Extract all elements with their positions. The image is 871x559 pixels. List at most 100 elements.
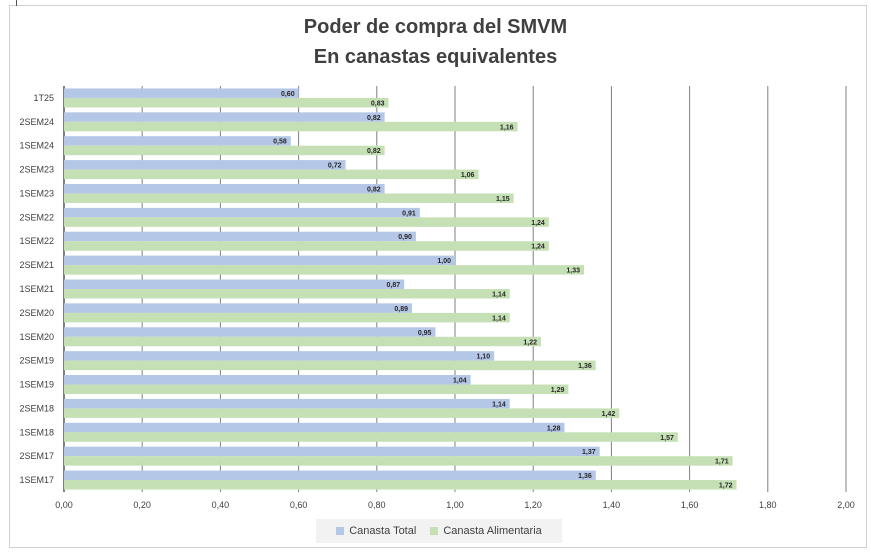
- bar: [64, 169, 479, 180]
- data-label: 1,00: [437, 258, 451, 265]
- x-tick-label: 1,80: [759, 500, 777, 510]
- data-label: 1,14: [492, 401, 506, 408]
- data-label: 0,89: [394, 306, 408, 313]
- data-label: 1,04: [453, 378, 467, 385]
- data-label: 1,06: [461, 172, 475, 179]
- y-tick-label: 1SEM17: [19, 475, 54, 485]
- x-tick-label: 1,20: [524, 500, 542, 510]
- bar: [64, 289, 510, 299]
- bar: [64, 112, 385, 122]
- bar: [64, 375, 471, 385]
- data-label: 1,72: [719, 483, 733, 490]
- legend: Canasta Total Canasta Alimentaria: [316, 519, 562, 543]
- data-label: 0,95: [418, 330, 432, 337]
- data-label: 1,36: [578, 363, 592, 370]
- data-label: 1,57: [660, 435, 674, 442]
- legend-item-total: Canasta Total: [336, 525, 416, 537]
- bar: [64, 360, 596, 371]
- y-tick-label: 2SEM19: [19, 356, 54, 366]
- data-label: 1,24: [531, 220, 545, 227]
- data-label: 1,10: [476, 354, 490, 361]
- bar: [64, 303, 412, 313]
- data-label: 1,42: [602, 411, 616, 418]
- data-label: 1,28: [547, 425, 561, 432]
- data-label: 1,29: [551, 387, 565, 394]
- y-tick-label: 1SEM22: [19, 236, 54, 246]
- y-tick-label: 2SEM18: [19, 403, 54, 413]
- data-label: 0,82: [367, 148, 381, 155]
- x-tick-label: 1,40: [603, 500, 621, 510]
- bar: [64, 231, 416, 242]
- bar: [64, 446, 600, 457]
- bar: [64, 336, 542, 347]
- y-tick-label: 1SEM23: [19, 188, 54, 198]
- bar: [64, 480, 737, 490]
- x-tick-label: 0,40: [212, 500, 230, 510]
- bar: [64, 207, 420, 218]
- y-tick-label: 2SEM22: [19, 212, 54, 222]
- data-label: 0,58: [273, 139, 287, 146]
- data-label: 1,36: [578, 473, 592, 480]
- legend-label-total: Canasta Total: [349, 525, 417, 537]
- bar: [64, 351, 495, 361]
- data-label: 1,24: [531, 244, 545, 251]
- data-label: 0,82: [367, 115, 381, 122]
- data-label: 1,14: [492, 315, 506, 322]
- data-label: 0,60: [281, 91, 295, 98]
- y-tick-label: 1SEM24: [19, 141, 54, 151]
- data-label: 1,33: [566, 268, 580, 275]
- bar: [64, 255, 455, 266]
- data-label: 0,87: [387, 282, 401, 289]
- x-tick-label: 2,00: [837, 500, 855, 510]
- legend-swatch-total: [336, 527, 345, 535]
- bar: [64, 241, 549, 251]
- bar: [64, 193, 514, 203]
- data-label: 0,83: [371, 100, 385, 107]
- bar: [64, 145, 385, 156]
- bar: [64, 312, 510, 323]
- y-tick-label: 1SEM19: [19, 380, 54, 390]
- y-tick-label: 1SEM20: [19, 332, 54, 342]
- chart-subtitle: En canastas equivalentes: [313, 46, 558, 68]
- data-label: 1,15: [496, 196, 510, 203]
- y-tick-label: 1SEM18: [19, 427, 54, 437]
- x-tick-label: 0,20: [133, 500, 151, 510]
- data-label: 0,91: [402, 210, 416, 217]
- y-tick-label: 2SEM17: [19, 451, 54, 461]
- data-label: 1,71: [715, 459, 729, 466]
- y-tick-label: 2SEM21: [19, 260, 54, 270]
- chart-title: Poder de compra del SMVM: [303, 16, 568, 38]
- data-label: 0,90: [398, 234, 412, 241]
- legend-label-alimentaria: Canasta Alimentaria: [443, 525, 542, 537]
- y-tick-label: 1T25: [33, 93, 54, 103]
- bar: [64, 183, 385, 194]
- y-tick-label: 2SEM20: [19, 308, 54, 318]
- y-tick-label: 2SEM24: [19, 117, 54, 127]
- bar: [64, 160, 346, 170]
- bar: [64, 136, 291, 146]
- bar: [64, 398, 510, 409]
- bar: [64, 217, 549, 227]
- bar: [64, 456, 733, 466]
- data-label: 1,14: [492, 292, 506, 299]
- x-tick-label: 0,00: [55, 500, 73, 510]
- x-tick-label: 0,60: [290, 500, 308, 510]
- bar: [64, 422, 565, 433]
- edge-mark: [16, 0, 17, 6]
- data-label: 1,22: [523, 339, 537, 346]
- bar: [64, 121, 518, 132]
- data-label: 1,37: [582, 449, 596, 456]
- bar: [64, 88, 299, 98]
- y-tick-label: 1SEM21: [19, 284, 54, 294]
- x-tick-label: 1,00: [446, 500, 464, 510]
- data-label: 0,82: [367, 186, 381, 193]
- data-label: 1,16: [500, 124, 514, 131]
- legend-swatch-alimentaria: [430, 527, 439, 535]
- legend-item-alimentaria: Canasta Alimentaria: [430, 525, 542, 537]
- bar: [64, 97, 389, 108]
- x-tick-label: 1,60: [681, 500, 699, 510]
- x-tick-label: 0,80: [368, 500, 386, 510]
- bar: [64, 384, 569, 395]
- data-label: 0,72: [328, 163, 342, 170]
